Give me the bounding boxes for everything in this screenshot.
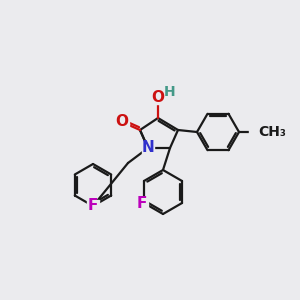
Text: N: N bbox=[142, 140, 154, 155]
Bar bbox=[115, 116, 129, 128]
Bar bbox=[142, 142, 154, 154]
Bar bbox=[136, 197, 148, 209]
Bar bbox=[151, 92, 165, 104]
Text: F: F bbox=[137, 196, 147, 211]
Bar bbox=[87, 200, 99, 212]
Text: F: F bbox=[88, 199, 98, 214]
Bar bbox=[165, 87, 175, 97]
Text: O: O bbox=[116, 115, 128, 130]
Text: H: H bbox=[164, 85, 176, 99]
Text: O: O bbox=[152, 91, 164, 106]
Text: CH₃: CH₃ bbox=[258, 125, 286, 139]
Bar bbox=[249, 126, 267, 138]
